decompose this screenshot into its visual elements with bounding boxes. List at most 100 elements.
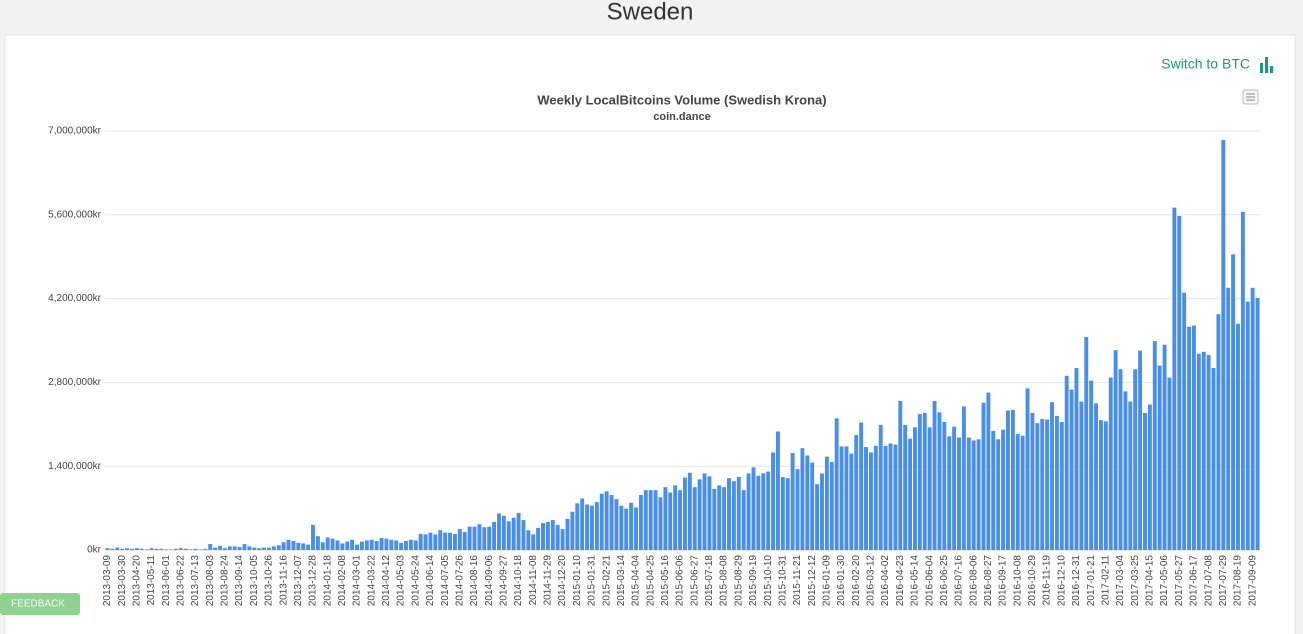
bar (849, 453, 854, 550)
switch-link[interactable]: Switch to BTC (1161, 56, 1250, 72)
bar (663, 487, 668, 550)
bar (1201, 351, 1206, 550)
bar (1035, 423, 1040, 550)
bar (521, 520, 526, 550)
bar (1108, 377, 1113, 550)
bar (242, 544, 247, 550)
x-tick-label: 2014-09-06 (484, 555, 495, 607)
x-tick-label: 2017-06-17 (1189, 555, 1200, 607)
x-tick-label: 2016-02-20 (851, 555, 862, 607)
x-tick-label: 2014-10-18 (513, 555, 524, 607)
bar (1074, 368, 1079, 550)
bar (296, 542, 301, 550)
bar (276, 545, 281, 550)
bar (1020, 435, 1025, 550)
bar (1157, 365, 1162, 550)
bar (1143, 412, 1147, 550)
bar (149, 548, 154, 550)
bar (927, 427, 932, 550)
bar (457, 529, 462, 550)
bar (570, 511, 575, 550)
x-tick-label: 2014-08-16 (469, 555, 480, 607)
bar (506, 521, 511, 550)
feedback-label[interactable]: FEEDBACK (11, 599, 65, 610)
x-tick-label: 2013-08-03 (205, 555, 216, 607)
bar (888, 443, 893, 550)
bar (981, 402, 986, 550)
bar (712, 488, 717, 550)
bar (266, 547, 271, 550)
bar (188, 549, 193, 550)
bar (369, 539, 374, 550)
x-tick-label: 2016-10-29 (1027, 555, 1038, 607)
bar (643, 490, 648, 550)
bar (942, 421, 947, 550)
x-tick-label: 2013-04-20 (131, 555, 142, 607)
bar (129, 548, 134, 550)
x-tick-label: 2016-12-10 (1056, 555, 1067, 607)
bar (658, 497, 663, 550)
x-tick-label: 2014-02-08 (337, 555, 348, 607)
bar (477, 524, 482, 550)
x-tick-label: 2016-09-17 (998, 555, 1009, 607)
x-tick-label: 2013-10-05 (249, 555, 260, 607)
x-tick-label: 2015-08-08 (719, 555, 730, 607)
bar (105, 548, 110, 550)
bar (648, 490, 653, 550)
bar (1133, 369, 1138, 550)
x-tick-label: 2013-07-13 (190, 555, 201, 607)
bar (286, 539, 291, 550)
bar (1216, 314, 1221, 550)
x-tick-label: 2014-09-27 (499, 555, 510, 607)
bar (844, 446, 849, 550)
bar (482, 527, 487, 550)
bar (169, 549, 174, 550)
x-tick-label: 2013-05-11 (146, 555, 157, 606)
x-tick-label: 2013-06-01 (161, 555, 172, 607)
x-tick-label: 2015-03-14 (616, 555, 627, 607)
x-tick-label: 2013-11-16 (278, 555, 289, 606)
bar (976, 439, 981, 550)
bar (682, 477, 687, 550)
bar (1001, 429, 1006, 550)
bar (702, 473, 707, 550)
bar (227, 546, 232, 550)
bar (707, 476, 712, 550)
bar (717, 485, 722, 550)
y-tick-label: 2,800,000kr (48, 377, 101, 388)
bar (1064, 375, 1069, 550)
bar (917, 414, 922, 550)
switch-icon[interactable] (1260, 57, 1273, 73)
bar (893, 444, 898, 550)
menu-icon[interactable] (1246, 93, 1255, 101)
x-tick-label: 2016-01-09 (822, 555, 833, 607)
x-tick-label: 2017-01-21 (1086, 555, 1097, 607)
bar (1084, 336, 1089, 550)
bar (550, 520, 555, 550)
bar (873, 445, 878, 550)
x-tick-label: 2015-12-12 (807, 555, 818, 607)
bar (594, 502, 599, 550)
bar (418, 533, 423, 550)
bar (1236, 323, 1240, 550)
bar (839, 446, 844, 550)
x-tick-label: 2017-07-08 (1203, 555, 1214, 607)
bar (1245, 301, 1250, 550)
bar (668, 492, 673, 550)
bar (1015, 433, 1020, 550)
x-tick-label: 2013-10-26 (264, 555, 275, 607)
bar (516, 512, 521, 550)
x-tick-label: 2014-03-22 (366, 555, 377, 607)
bar (213, 547, 218, 550)
bar (448, 532, 452, 550)
x-tick-label: 2014-05-24 (410, 555, 421, 607)
x-tick-label: 2016-04-23 (895, 555, 906, 607)
y-tick-label: 1,400,000kr (48, 461, 101, 472)
bar (379, 538, 384, 550)
bar (467, 526, 472, 550)
bar (766, 471, 771, 550)
x-tick-label: 2016-08-06 (968, 555, 979, 607)
feedback-button[interactable] (0, 593, 80, 615)
x-tick-label: 2014-04-12 (381, 555, 392, 607)
bar (1167, 377, 1172, 550)
